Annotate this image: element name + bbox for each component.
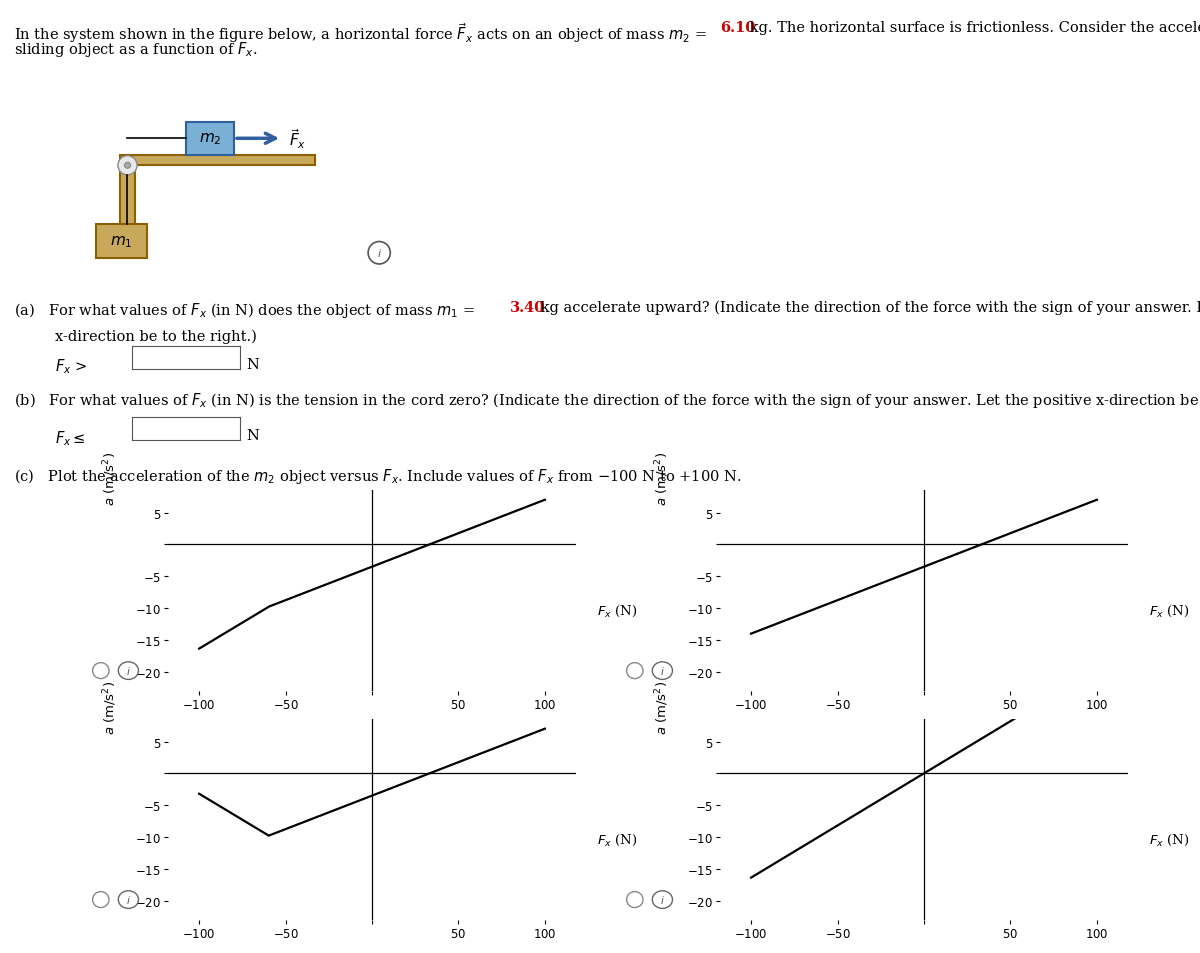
Text: 6.10: 6.10 xyxy=(720,21,755,35)
Text: sliding object as a function of $F_x$.: sliding object as a function of $F_x$. xyxy=(14,40,258,59)
Bar xyxy=(186,123,234,155)
X-axis label: $F_x$ (N): $F_x$ (N) xyxy=(596,603,637,618)
Text: (a)   For what values of $F_x$ (in N) does the object of mass $m_1$ =: (a) For what values of $F_x$ (in N) does… xyxy=(14,300,478,319)
Text: (b)   For what values of $F_x$ (in N) is the tension in the cord zero? (Indicate: (b) For what values of $F_x$ (in N) is t… xyxy=(14,391,1200,410)
X-axis label: $F_x$ (N): $F_x$ (N) xyxy=(596,832,637,847)
Bar xyxy=(120,155,314,166)
Y-axis label: $a\ (\mathrm{m/s^2})$: $a\ (\mathrm{m/s^2})$ xyxy=(654,680,671,735)
Text: 3.40: 3.40 xyxy=(510,300,545,314)
Text: x-direction be to the right.): x-direction be to the right.) xyxy=(55,329,257,343)
Text: kg accelerate upward? (Indicate the direction of the force with the sign of your: kg accelerate upward? (Indicate the dire… xyxy=(536,300,1200,314)
Text: (c)   Plot the acceleration of the $m_2$ object versus $F_x$. Include values of : (c) Plot the acceleration of the $m_2$ o… xyxy=(14,467,742,486)
Bar xyxy=(96,225,146,259)
Circle shape xyxy=(118,156,137,175)
Text: i: i xyxy=(127,666,130,677)
Y-axis label: $a\ (\mathrm{m/s^2})$: $a\ (\mathrm{m/s^2})$ xyxy=(654,452,671,506)
Text: i: i xyxy=(661,666,664,677)
Text: i: i xyxy=(378,249,380,258)
Bar xyxy=(120,165,134,250)
Text: N: N xyxy=(246,357,259,372)
Text: i: i xyxy=(661,895,664,905)
X-axis label: $F_x$ (N): $F_x$ (N) xyxy=(1148,832,1189,847)
Y-axis label: $a\ (\mathrm{m/s^2})$: $a\ (\mathrm{m/s^2})$ xyxy=(102,452,119,506)
Text: $F_x$ >: $F_x$ > xyxy=(55,357,88,376)
X-axis label: $F_x$ (N): $F_x$ (N) xyxy=(1148,603,1189,618)
Text: In the system shown in the figure below, a horizontal force $\vec{F}_x$ acts on : In the system shown in the figure below,… xyxy=(14,21,709,45)
Text: $m_2$: $m_2$ xyxy=(199,132,221,147)
Y-axis label: $a\ (\mathrm{m/s^2})$: $a\ (\mathrm{m/s^2})$ xyxy=(102,680,119,735)
Circle shape xyxy=(125,163,131,169)
Text: $m_1$: $m_1$ xyxy=(110,234,133,250)
Text: $F_x \leq$: $F_x \leq$ xyxy=(55,429,85,448)
Text: N: N xyxy=(246,429,259,443)
Text: $\vec{F}_x$: $\vec{F}_x$ xyxy=(289,128,307,151)
Text: i: i xyxy=(127,895,130,905)
Text: kg. The horizontal surface is frictionless. Consider the acceleration of the: kg. The horizontal surface is frictionle… xyxy=(745,21,1200,35)
